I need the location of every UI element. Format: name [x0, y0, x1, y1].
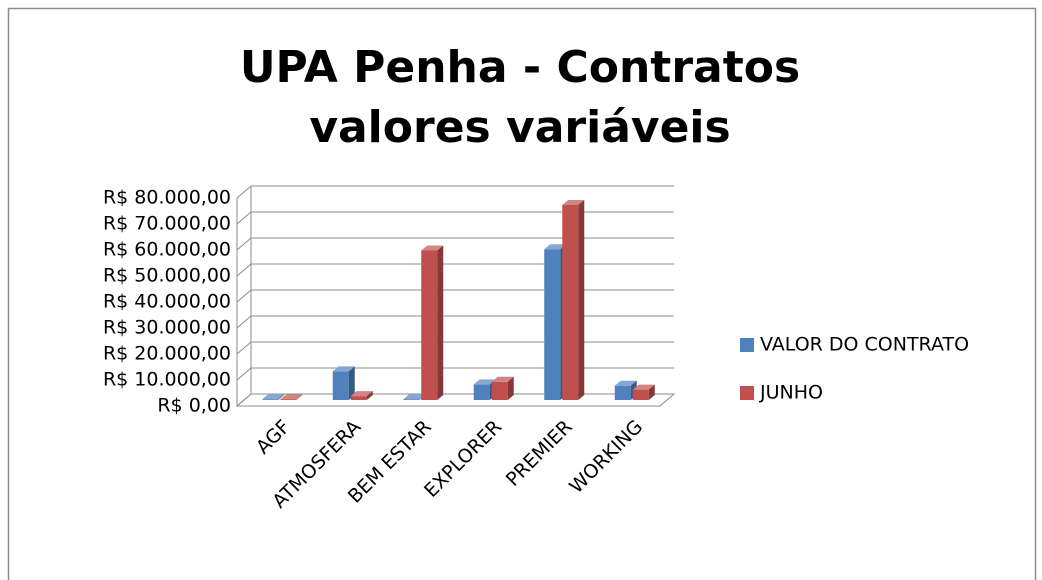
legend-label: VALOR DO CONTRATO	[760, 334, 969, 356]
grid-line	[236, 289, 674, 303]
grid-line	[236, 341, 674, 355]
y-tick-label: R$ 30.000,00	[103, 317, 231, 339]
bar-front	[262, 399, 279, 400]
chart-title: UPA Penha - Contratos valores variáveis	[239, 42, 801, 153]
chart-border	[7, 7, 1037, 580]
x-tick-label: WORKING	[565, 416, 647, 498]
y-tick-label: R$ 80.000,00	[103, 187, 231, 209]
bar-front	[562, 205, 579, 400]
grid-line	[236, 185, 674, 199]
bar-front	[280, 399, 297, 400]
grid-line	[236, 315, 674, 329]
legend-label: JUNHO	[759, 382, 823, 404]
bar-front	[473, 384, 490, 400]
bar-top	[332, 366, 355, 372]
bar-side	[278, 394, 285, 400]
bar-top	[562, 200, 585, 205]
bar-side	[507, 376, 514, 400]
y-tick-label: R$ 10.000,00	[103, 369, 231, 391]
bar-side	[296, 394, 303, 400]
grid-line	[236, 393, 674, 407]
x-tick-label: AGF	[252, 416, 295, 459]
bar-front	[350, 396, 367, 400]
bar-front	[614, 385, 631, 400]
bar-side	[437, 245, 444, 400]
bar-front	[421, 250, 438, 400]
grid-line	[236, 367, 674, 381]
bar-side	[348, 366, 355, 400]
bar-top	[280, 394, 303, 400]
bar-top	[614, 380, 637, 386]
bar-top	[473, 379, 496, 385]
y-tick-label: R$ 40.000,00	[103, 291, 231, 313]
bar-top	[350, 391, 373, 397]
bar-front	[544, 249, 561, 400]
grid-line	[236, 237, 674, 251]
grid-line	[236, 211, 674, 225]
bar-front	[632, 389, 649, 400]
grid-line	[236, 263, 674, 277]
bar-top	[421, 245, 444, 251]
bar-top	[262, 394, 285, 400]
bar-top	[632, 384, 655, 390]
y-tick-label: R$ 20.000,00	[103, 343, 231, 365]
bar-top	[544, 244, 567, 250]
bar-top	[403, 394, 426, 400]
y-tick-label: R$ 50.000,00	[103, 265, 231, 287]
bar-side	[366, 391, 373, 400]
y-tick-label: R$ 0,00	[157, 395, 231, 417]
bar-top	[491, 376, 514, 382]
y-tick-label: R$ 70.000,00	[103, 213, 231, 235]
y-tick-label: R$ 60.000,00	[103, 239, 231, 261]
legend-swatch	[740, 338, 754, 352]
bar-side	[648, 384, 655, 400]
bar-front	[403, 399, 420, 400]
bar-side	[578, 200, 585, 400]
bar-front	[332, 371, 349, 400]
floor	[235, 393, 676, 407]
x-tick-label: PREMIER	[502, 416, 577, 491]
bar-front	[491, 381, 508, 400]
legend-swatch	[740, 386, 754, 400]
